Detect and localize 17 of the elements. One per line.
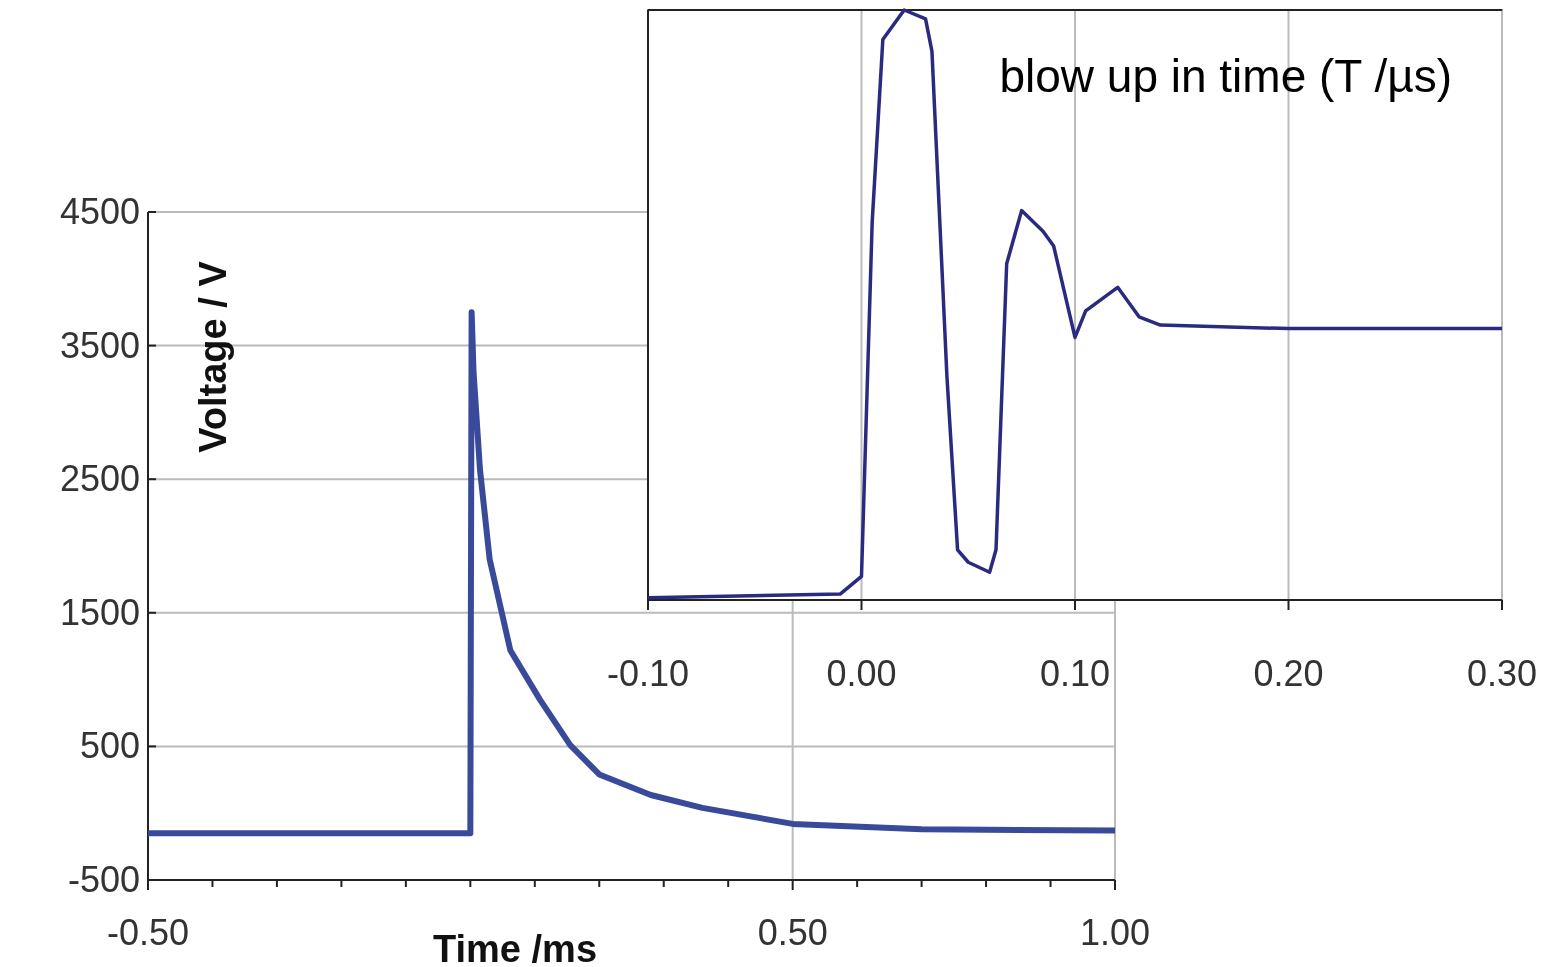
x-tick-label: 0.00	[826, 653, 897, 694]
y-tick-label: 2500	[59, 458, 140, 500]
text: blow up in time (T /µs)	[999, 50, 1452, 102]
y-tick-label: -500	[67, 859, 140, 900]
x-axis-title: Time /ms	[432, 928, 598, 967]
x-tick-label: -0.10	[606, 653, 690, 694]
y-tick-label: 500	[79, 725, 140, 767]
x-tick-label: 0.20	[1253, 653, 1324, 694]
y-axis-title: Voltage / V	[192, 260, 234, 453]
y-tick-label: 4500	[59, 191, 140, 232]
x-tick-label: 0.30	[1466, 653, 1538, 694]
x-tick-label: 0.10	[1039, 653, 1111, 694]
x-tick-label: 0.50	[757, 912, 828, 953]
x-tick-label: -0.50	[106, 912, 190, 953]
x-tick-label: 1.00	[1079, 912, 1151, 953]
y-tick-label: 1500	[59, 591, 140, 633]
y-tick-label: 3500	[59, 324, 140, 366]
